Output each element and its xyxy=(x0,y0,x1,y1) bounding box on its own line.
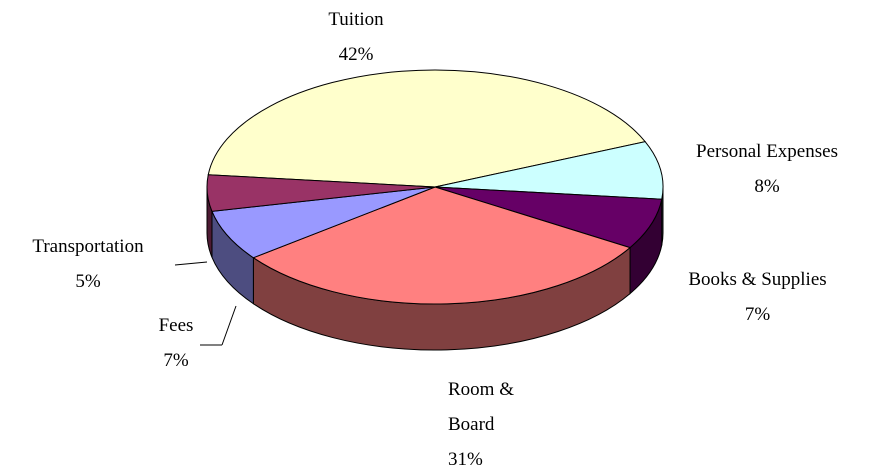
value-label: 7% xyxy=(163,350,189,371)
value-label: 31% xyxy=(448,449,483,470)
slice-label: Personal Expenses 8% xyxy=(662,134,872,204)
value-label: 5% xyxy=(75,271,101,292)
value-label: 42% xyxy=(338,44,374,65)
slice-label: Books & Supplies 7% xyxy=(660,262,855,332)
category-label: Personal Expenses xyxy=(696,141,838,162)
slice-label: Transportation 5% xyxy=(8,229,168,299)
slice xyxy=(252,186,632,305)
slice-label: Room & Board 31% xyxy=(448,372,548,470)
leader-line xyxy=(174,261,208,266)
value-label: 7% xyxy=(744,304,771,325)
leader-line xyxy=(221,305,237,346)
category-label: Transportation xyxy=(32,236,144,257)
slice-label: Tuition 42% xyxy=(306,2,406,72)
category-label: Fees xyxy=(158,315,194,336)
category-label: Tuition xyxy=(328,9,384,30)
slice xyxy=(434,141,664,200)
slice xyxy=(206,174,436,212)
category-label: Room & Board xyxy=(448,379,514,435)
category-label: Books & Supplies xyxy=(688,269,827,290)
slice-label: Fees 7% xyxy=(146,308,206,378)
slice xyxy=(207,69,647,188)
value-label: 8% xyxy=(754,176,780,197)
